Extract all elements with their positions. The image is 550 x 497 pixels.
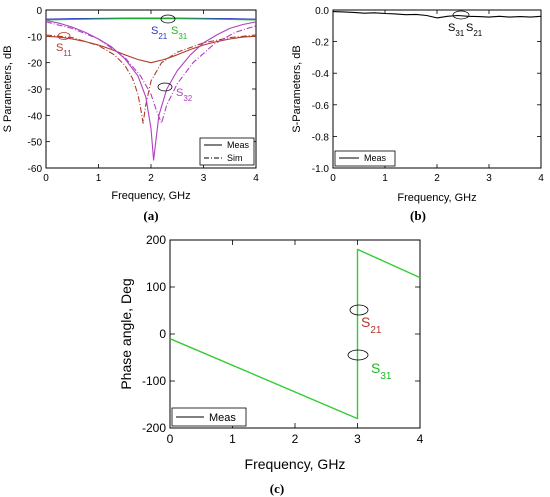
chart-a-annot-s31: S31 — [171, 25, 188, 41]
chart-c-ticks: 0 1 2 3 4 200 100 0 -100 -200 — [142, 233, 424, 446]
chart-c-legend: Meas — [171, 407, 247, 427]
chart-c-annot-s31: S31 — [371, 360, 392, 382]
chart-a-ytick-label: -50 — [28, 138, 43, 149]
chart-a-ytick-label: 0 — [36, 6, 42, 17]
chart-b-legend: Meas — [334, 150, 396, 167]
chart-b-xtick-label: 0 — [330, 173, 336, 184]
chart-a-legend-meas: Meas — [227, 140, 250, 150]
chart-b-annot-s21: S21 — [466, 22, 483, 38]
chart-b-ytick-label: -1.0 — [312, 164, 330, 175]
chart-a-xtick-label: 1 — [96, 173, 102, 184]
chart-c-ylabel: Phase angle, Deg — [118, 278, 134, 389]
chart-b-ytick-label: -0.6 — [312, 101, 330, 112]
chart-c-legend-box — [171, 407, 247, 427]
chart-c-ytick-label: 0 — [159, 327, 166, 341]
chart-b-series-line — [332, 11, 542, 19]
chart-b-xtick-label: 1 — [382, 173, 388, 184]
chart-c-ytick-label: -100 — [142, 374, 166, 388]
chart-b-panel-label: (b) — [410, 208, 426, 223]
chart-b-ytick-label: -0.4 — [312, 69, 330, 80]
chart-c-ytick-label: 200 — [146, 233, 166, 247]
chart-b-annot-s31: S31 — [448, 22, 465, 38]
chart-a-legend-sim: Sim — [227, 153, 243, 163]
chart-c-xtick-label: 1 — [229, 432, 236, 446]
chart-a-series-line — [45, 21, 257, 124]
chart-c: 0 1 2 3 4 200 100 0 -100 -200 Frequency, GHz Phas… — [118, 233, 424, 496]
chart-a-annot-s11: S11 — [56, 42, 72, 58]
chart-a-s11-marker — [57, 32, 71, 40]
chart-a-ytick-label: -20 — [28, 59, 43, 70]
chart-b-plot-frame — [332, 9, 542, 169]
chart-c-annot-s21: S21 — [361, 314, 382, 336]
chart-a-panel-label: (a) — [143, 208, 158, 223]
chart-c-xtick-label: 3 — [354, 432, 361, 446]
chart-a-s21-marker — [160, 14, 176, 24]
chart-b-series — [332, 11, 542, 19]
chart-a-s32-marker — [157, 82, 173, 92]
chart-a-annot-s21: S21 — [151, 25, 168, 41]
chart-c-panel-label: (c) — [270, 481, 284, 496]
chart-b-ytick-label: -0.2 — [312, 38, 330, 49]
chart-c-xtick-label: 0 — [167, 432, 174, 446]
chart-b: 0 1 2 3 4 0.0 -0.2 -0.4 -0.6 -0.8 -1.0 Frequency, … — [291, 6, 544, 223]
chart-a-annot-s32: S32 — [176, 87, 193, 103]
chart-a-series-line — [45, 18, 257, 21]
chart-a-ytick-label: -30 — [28, 85, 43, 96]
chart-c-xlabel: Frequency, GHz — [245, 456, 346, 472]
chart-c-series-line — [169, 248, 421, 420]
chart-b-xlabel: Frequency, GHz — [397, 192, 476, 204]
chart-c-s31-marker — [347, 349, 369, 361]
chart-a-ytick-label: -60 — [28, 164, 43, 175]
chart-c-ytick-label: 100 — [146, 280, 166, 294]
chart-b-legend-box — [334, 150, 396, 167]
chart-a-series-line — [45, 19, 257, 161]
chart-a-series-line — [45, 34, 257, 124]
chart-b-ytick-label: 0.0 — [315, 6, 329, 17]
chart-a-xtick-label: 2 — [148, 173, 154, 184]
chart-b-legend-meas: Meas — [364, 153, 387, 163]
chart-c-xtick-label: 4 — [417, 432, 424, 446]
chart-a-ylabel: S Parameters, dB — [2, 46, 14, 133]
chart-c-plot-frame — [169, 239, 421, 429]
chart-b-xtick-label: 3 — [486, 173, 492, 184]
chart-b-marker — [452, 10, 470, 20]
chart-a-xtick-label: 0 — [43, 173, 49, 184]
chart-a-series-line — [45, 35, 257, 64]
chart-a-ytick-label: -10 — [28, 32, 43, 43]
chart-c-s21-marker — [349, 304, 369, 316]
chart-a-xtick-label: 3 — [201, 173, 207, 184]
chart-a-xtick-label: 4 — [253, 173, 259, 184]
chart-a: 0 1 2 3 40-10-20-30-40-50-60 Frequency, GHz … — [2, 6, 259, 223]
chart-b-xtick-label: 2 — [434, 173, 440, 184]
chart-c-series — [169, 248, 421, 420]
chart-b-xtick-label: 4 — [538, 173, 544, 184]
chart-a-xlabel: Frequency, GHz — [111, 190, 190, 202]
chart-a-legend: Meas Sim — [199, 137, 255, 166]
chart-c-legend-meas: Meas — [209, 412, 236, 424]
chart-c-ytick-label: -200 — [142, 421, 166, 435]
chart-a-ticks: 0 1 2 3 4 0 -10 -20 -30 -40 -50 -60 — [28, 6, 260, 184]
chart-a-legend-box — [199, 137, 255, 166]
chart-a-series — [45, 17, 257, 161]
chart-a-ytick-label: -40 — [28, 111, 43, 122]
chart-c-xtick-label: 2 — [292, 432, 299, 446]
chart-b-ytick-label: -0.8 — [312, 132, 330, 143]
chart-b-ticks: 0 1 2 3 4 0.0 -0.2 -0.4 -0.6 -0.8 -1.0 — [312, 6, 544, 184]
chart-b-ylabel: S-Parameters, dB — [291, 45, 303, 132]
